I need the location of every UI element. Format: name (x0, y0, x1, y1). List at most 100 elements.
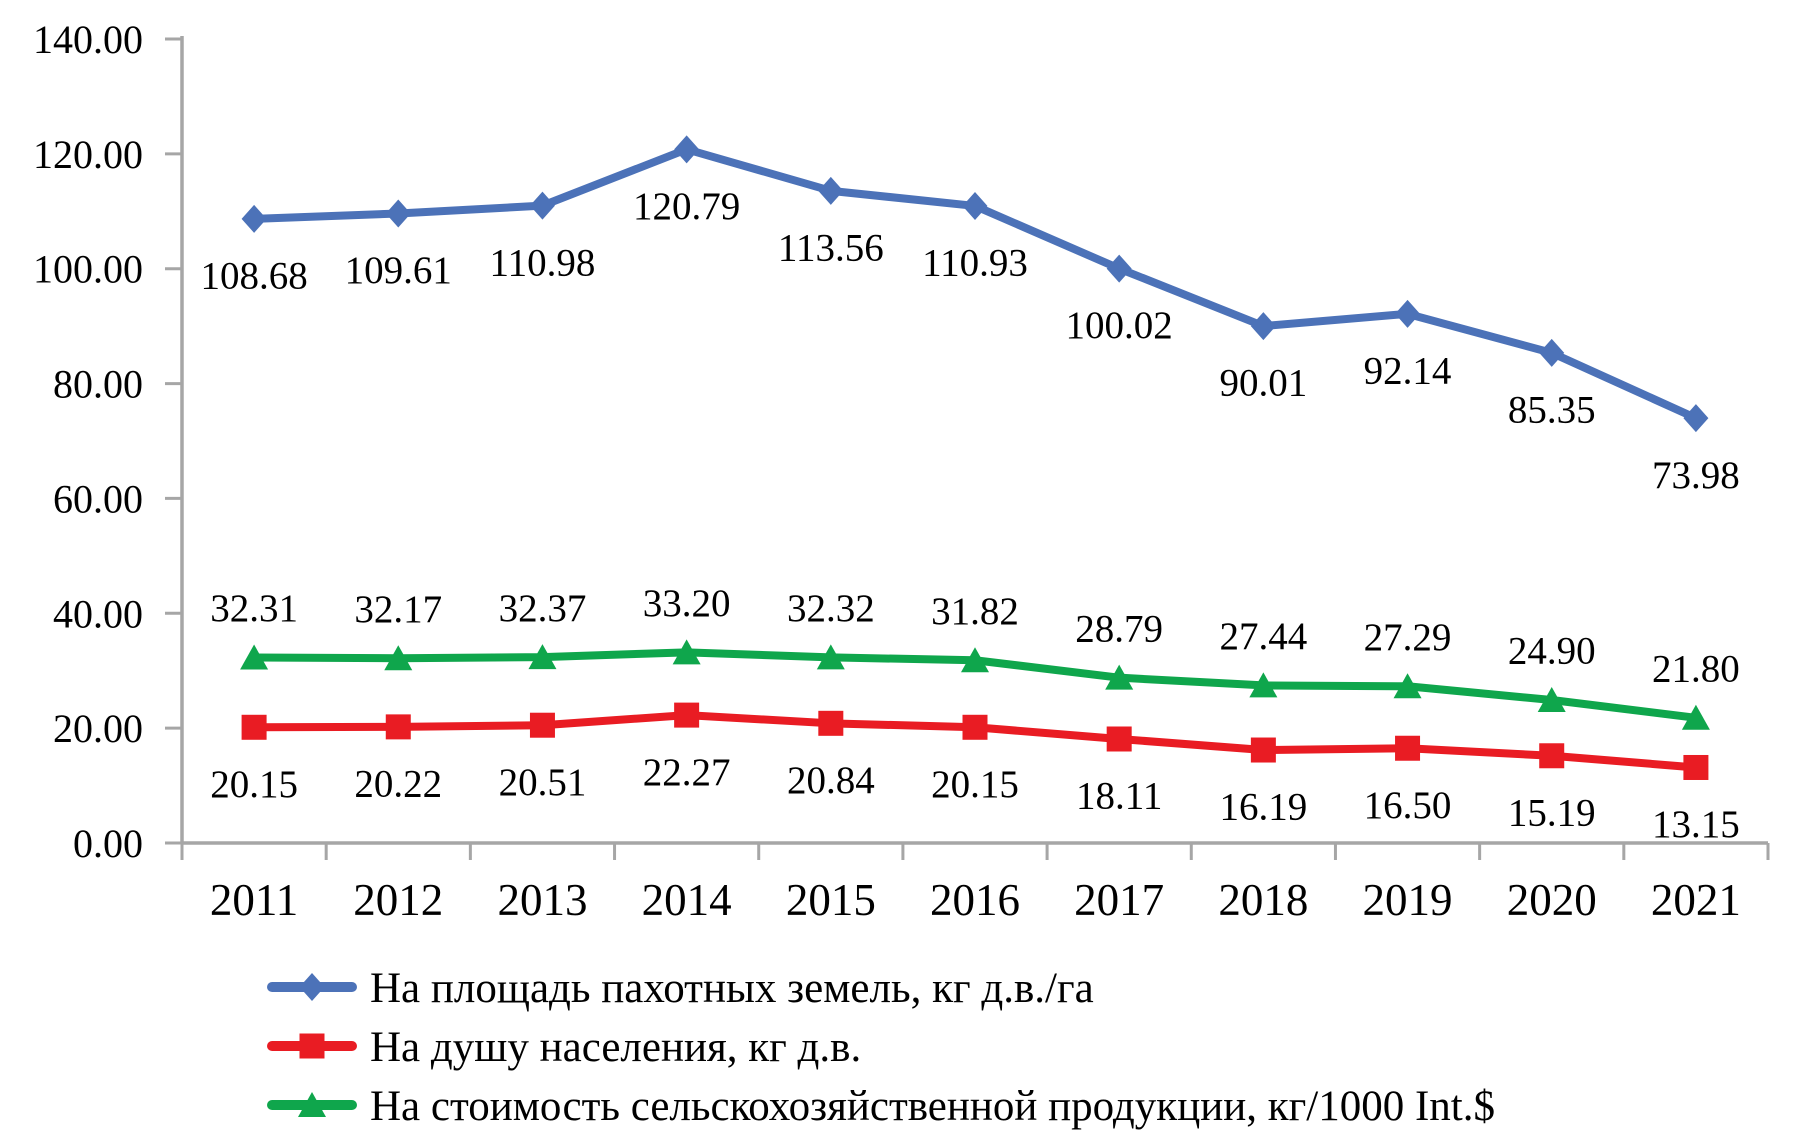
legend-item-triangle: На стоимость сельскохозяйственной продук… (267, 1083, 1495, 1130)
square-marker-icon (818, 710, 844, 736)
diamond-marker-icon (1250, 312, 1276, 341)
triangle-marker-icon (672, 639, 701, 665)
square-marker-icon (299, 1033, 325, 1059)
x-axis-year-label: 2013 (497, 875, 587, 925)
data-point-label: 110.93 (922, 242, 1028, 285)
data-point-label: 27.29 (1364, 616, 1452, 659)
triangle-marker-icon (816, 644, 845, 670)
axes: 0.00 20.00 40.00 60.00 80.00 100.00 120.00 140.… (33, 17, 1770, 925)
x-axis-year-label: 2019 (1363, 875, 1453, 925)
data-point-label: 13.15 (1652, 803, 1740, 846)
triangle-marker-icon (240, 644, 269, 670)
data-point-label: 21.80 (1652, 647, 1740, 690)
x-axis-year-label: 2016 (930, 875, 1020, 925)
diamond-marker-icon (1106, 254, 1132, 283)
y-axis-tick-label: 20.00 (53, 706, 143, 751)
square-marker-icon (241, 714, 267, 740)
x-axis-year-label: 2012 (353, 875, 443, 925)
data-point-label: 15.19 (1508, 791, 1596, 834)
y-axis-tick-label: 0.00 (73, 821, 143, 866)
triangle-marker-icon (1681, 704, 1710, 730)
data-point-label: 90.01 (1219, 362, 1307, 405)
diamond-marker-icon (1683, 404, 1709, 433)
square-marker-icon (1539, 743, 1565, 769)
data-point-label: 16.19 (1219, 786, 1307, 829)
data-point-label: 73.98 (1652, 454, 1740, 497)
square-marker-icon (1106, 726, 1132, 752)
data-point-label: 32.37 (499, 587, 587, 630)
legend-item-diamond: На площадь пахотных земель, кг д.в./га (267, 965, 1094, 1012)
data-point-label: 27.44 (1219, 615, 1307, 658)
data-point-label: 31.82 (931, 590, 1019, 633)
data-point-label: 113.56 (778, 226, 884, 269)
data-point-label: 32.17 (354, 588, 442, 631)
data-point-label: 110.98 (490, 241, 596, 284)
legend-label: На душу населения, кг д.в. (370, 1024, 861, 1071)
square-marker-icon (962, 714, 988, 740)
legend-label: На стоимость сельскохозяйственной продук… (370, 1083, 1495, 1130)
triangle-marker-icon (1393, 673, 1422, 699)
data-labels: 108.68 109.61 110.98 120.79 113.56 110.93 100.… (200, 185, 1739, 846)
diamond-marker-icon (674, 135, 700, 164)
data-point-label: 20.51 (499, 761, 587, 804)
data-point-label: 85.35 (1508, 388, 1596, 431)
y-axis-tick-label: 100.00 (33, 247, 143, 292)
data-point-label: 100.02 (1066, 304, 1173, 347)
x-axis-year-label: 2015 (786, 875, 876, 925)
diamond-marker-icon (818, 176, 844, 205)
x-axis-year-label: 2011 (210, 875, 298, 925)
x-axis-year-label: 2014 (642, 875, 732, 925)
triangle-marker-icon (1537, 687, 1566, 713)
legend-label: На площадь пахотных земель, кг д.в./га (370, 965, 1094, 1012)
data-point-label: 22.27 (643, 751, 731, 794)
series (240, 135, 1710, 780)
diamond-marker-icon (962, 191, 988, 220)
data-point-label: 18.11 (1076, 775, 1162, 818)
x-axis-year-label: 2021 (1651, 875, 1741, 925)
data-point-label: 92.14 (1364, 350, 1452, 393)
data-point-label: 32.32 (787, 587, 875, 630)
diamond-marker-icon (1395, 299, 1421, 328)
square-marker-icon (1683, 754, 1709, 780)
data-point-label: 120.79 (633, 185, 740, 228)
y-axis-tick-label: 140.00 (33, 17, 143, 62)
data-point-label: 108.68 (200, 255, 307, 298)
diamond-marker-icon (1539, 338, 1565, 367)
data-point-label: 20.15 (931, 763, 1019, 806)
legend-item-square: На душу населения, кг д.в. (267, 1024, 861, 1071)
square-marker-icon (674, 702, 700, 728)
diamond-marker-icon (241, 204, 267, 233)
data-point-label: 32.31 (210, 587, 298, 630)
square-marker-icon (529, 712, 555, 738)
diamond-marker-icon (299, 973, 325, 1001)
triangle-marker-icon (384, 645, 413, 671)
x-axis-year-label: 2020 (1507, 875, 1597, 925)
data-point-label: 20.22 (354, 763, 442, 806)
data-point-label: 24.90 (1508, 630, 1596, 673)
x-axis-year-label: 2017 (1074, 875, 1164, 925)
triangle-marker-icon (1249, 672, 1278, 698)
triangle-marker-icon (528, 644, 557, 670)
y-axis-tick-label: 80.00 (53, 362, 143, 407)
x-axis-year-label: 2018 (1218, 875, 1308, 925)
square-marker-icon (385, 714, 411, 740)
y-axis-tick-label: 120.00 (33, 132, 143, 177)
data-point-label: 109.61 (345, 249, 452, 292)
triangle-marker-icon (298, 1092, 326, 1117)
triangle-marker-icon (961, 647, 989, 673)
data-point-label: 33.20 (643, 582, 731, 625)
square-marker-icon (1250, 737, 1276, 763)
triangle-marker-icon (1105, 664, 1134, 690)
y-axis-tick-label: 40.00 (53, 591, 143, 636)
diamond-marker-icon (385, 199, 411, 228)
data-point-label: 28.79 (1075, 607, 1163, 650)
y-axis-tick-label: 60.00 (53, 476, 143, 521)
data-point-label: 16.50 (1364, 784, 1452, 827)
data-point-label: 20.84 (787, 759, 875, 802)
data-point-label: 20.15 (210, 763, 298, 806)
diamond-marker-icon (529, 191, 555, 220)
legend: На площадь пахотных земель, кг д.в./га На… (267, 965, 1495, 1130)
square-marker-icon (1395, 735, 1421, 761)
